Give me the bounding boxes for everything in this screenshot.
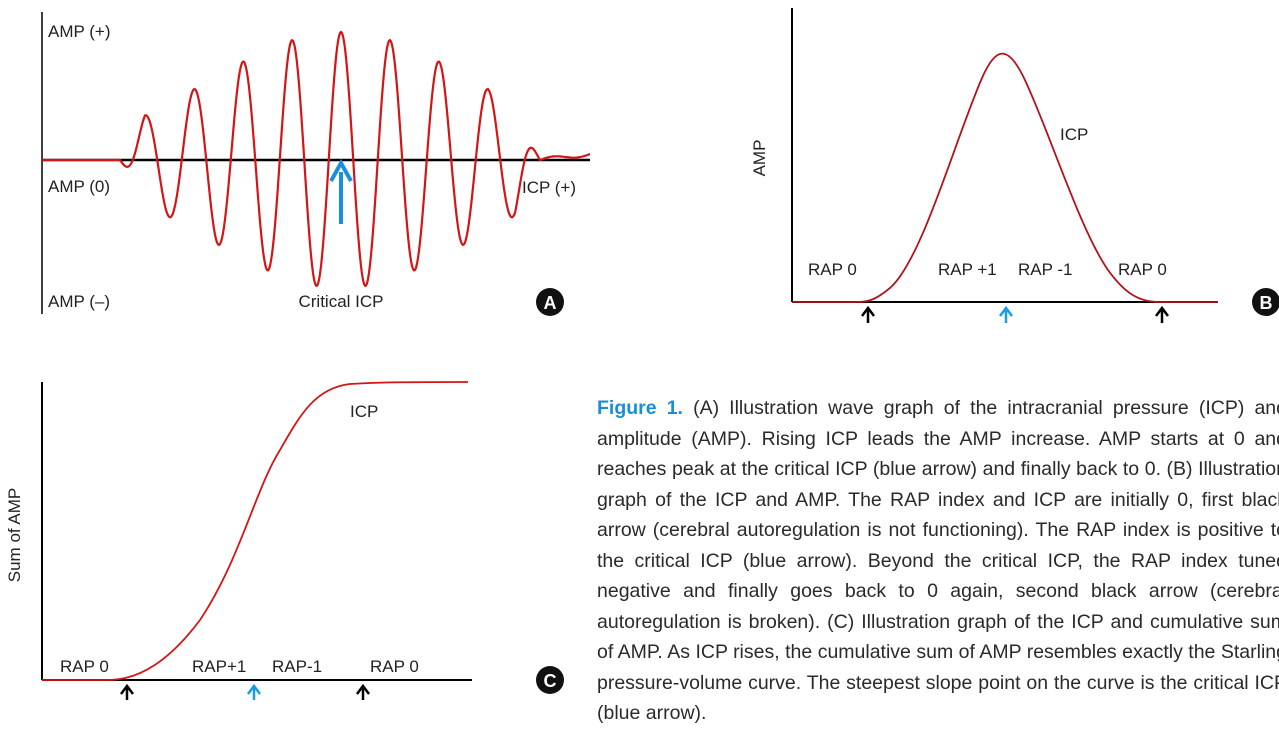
panel-c-badge bbox=[536, 666, 564, 694]
panel-b-rap-label-4: RAP 0 bbox=[1118, 260, 1167, 279]
panel-b-curve-label: ICP bbox=[1060, 125, 1088, 144]
panel-b-badge-letter: B bbox=[1260, 293, 1273, 313]
figure-caption-lead: Figure 1. bbox=[597, 397, 683, 419]
panel-b-rap0-arrow-right bbox=[1155, 305, 1169, 323]
panel-a-critical-arrow bbox=[329, 158, 353, 224]
panel-a-wave-curve bbox=[42, 30, 591, 287]
panel-c-curve-label: ICP bbox=[350, 402, 378, 421]
panel-b-y-label: AMP bbox=[750, 140, 769, 177]
panel-b-rap-label-1: RAP 0 bbox=[808, 260, 857, 279]
panel-a-amp-pos-label: AMP (+) bbox=[48, 22, 111, 41]
panel-a-amp-zero-label: AMP (0) bbox=[48, 177, 110, 196]
panel-b-critical-arrow bbox=[999, 305, 1013, 323]
panel-a-icp-label: ICP (+) bbox=[522, 178, 576, 197]
panel-c-critical-arrow bbox=[247, 683, 261, 700]
panel-c-badge-letter: C bbox=[544, 671, 557, 691]
panel-c-rap0-arrow-left bbox=[120, 683, 134, 700]
panel-b-bell-graph: AMP ICP RAP 0 RAP +1 RAP -1 RAP 0 B bbox=[750, 8, 1279, 323]
panel-b-rap-label-3: RAP -1 bbox=[1018, 260, 1073, 279]
panel-c-rap-label-4: RAP 0 bbox=[370, 657, 419, 676]
panel-a-badge-letter: A bbox=[544, 293, 557, 313]
panel-c-rap-label-2: RAP+1 bbox=[192, 657, 246, 676]
panel-a-badge bbox=[536, 288, 564, 316]
panel-c-sigmoid-curve bbox=[42, 381, 469, 681]
panel-a-wave-graph: AMP (+) AMP (0) AMP (–) ICP (+) Critical… bbox=[41, 12, 591, 316]
panel-c-rap-label-3: RAP-1 bbox=[272, 657, 322, 676]
panel-b-rap0-arrow-left bbox=[861, 305, 875, 323]
panel-c-y-label: Sum of AMP bbox=[5, 488, 24, 582]
panel-a-amp-neg-label: AMP (–) bbox=[48, 292, 110, 311]
panel-c-rap0-arrow-right bbox=[356, 683, 370, 700]
figure-caption: Figure 1. (A) Illustration wave graph of… bbox=[597, 393, 1279, 729]
panel-c-cumulative-graph: Sum of AMP ICP RAP 0 RAP+1 RAP-1 RAP 0 C bbox=[5, 381, 564, 700]
figure-caption-text: (A) Illustration wave graph of the intra… bbox=[597, 397, 1279, 724]
panel-b-bell-curve bbox=[792, 52, 1218, 303]
panel-c-rap-label-1: RAP 0 bbox=[60, 657, 109, 676]
panel-b-badge bbox=[1252, 288, 1279, 316]
panel-a-critical-label: Critical ICP bbox=[298, 292, 383, 311]
panel-b-rap-label-2: RAP +1 bbox=[938, 260, 997, 279]
